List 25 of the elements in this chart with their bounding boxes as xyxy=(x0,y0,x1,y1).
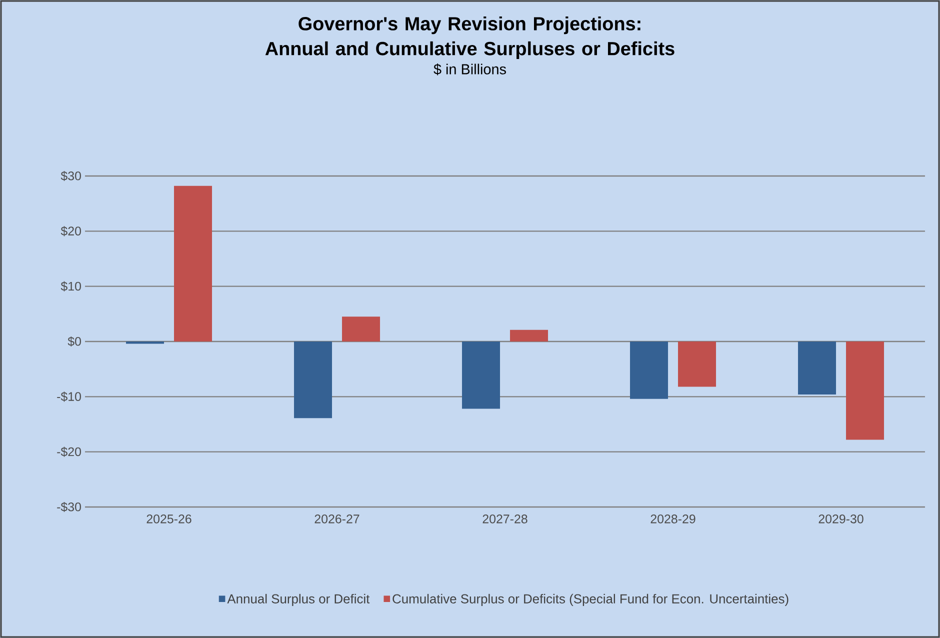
y-tick-label: $30 xyxy=(60,170,81,182)
bar xyxy=(342,316,380,342)
x-tick-label: 2029-30 xyxy=(818,514,864,524)
y-tick-label: -$30 xyxy=(57,502,81,512)
bar xyxy=(846,342,884,440)
x-tick-label: 2025-26 xyxy=(146,514,192,524)
bar xyxy=(630,342,668,399)
y-tick-label: -$10 xyxy=(57,392,81,402)
bar xyxy=(510,330,548,342)
chart-title: Governor's May Revision Projections: Annual and Cumulative Surpluses or Deficits xyxy=(265,16,674,60)
y-tick-label: -$20 xyxy=(57,446,81,457)
y-tick-label: $20 xyxy=(60,226,81,236)
legend-label: Cumulative Surplus or Deficits (Special Fund for Econ. Uncertainties) xyxy=(392,594,788,606)
bar xyxy=(798,342,836,394)
y-tick-label: $0 xyxy=(68,336,81,347)
bar xyxy=(462,342,500,409)
y-tick-label: $10 xyxy=(60,281,81,292)
x-tick-label: 2027-28 xyxy=(482,514,528,524)
x-tick-label: 2026-27 xyxy=(314,514,360,524)
chart-subtitle: $ in Billions xyxy=(434,64,506,76)
legend-label: Annual Surplus or Deficit xyxy=(227,594,370,606)
x-tick-label: 2028-29 xyxy=(650,514,696,524)
bar xyxy=(294,342,332,418)
bar xyxy=(678,342,716,387)
bar xyxy=(174,186,212,342)
